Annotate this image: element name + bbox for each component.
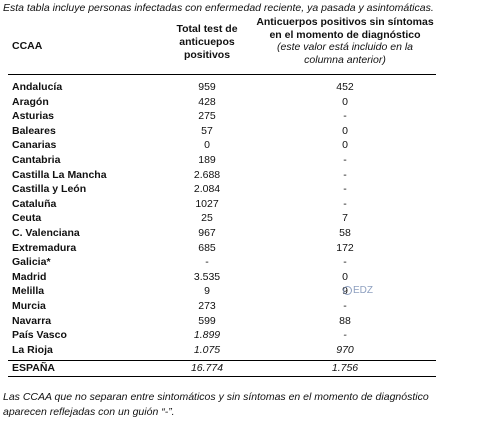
table-row: Baleares 57 0 [8,125,436,140]
table-row: Madrid 3.535 0 [8,271,436,286]
table-row: Navarra 599 88 [8,315,436,330]
cell-ccaa: Baleares [12,124,56,137]
total-ccaa: ESPAÑA [12,362,55,375]
cell-ccaa: País Vasco [12,329,67,342]
table-row: Castilla La Mancha 2.688 - [8,169,436,184]
table-caption: Esta tabla incluye personas infectadas c… [3,2,434,14]
cell-ccaa: Melilla [12,285,45,298]
table-row: Cataluña 1027 - [8,198,436,213]
table-row: Asturias 275 - [8,110,436,125]
table-row: Murcia 273 - [8,300,436,315]
cell-anti: - [343,168,347,181]
cell-test: 2.688 [193,168,221,181]
table-row: Castilla y León 2.084 - [8,183,436,198]
cell-anti: 452 [336,81,354,93]
cell-test: 25 [201,212,213,225]
header-anti-line4: columna anterior) [304,53,386,66]
table-row: País Vasco 1.899 - [8,329,436,344]
cell-test: 57 [201,124,213,137]
cell-anti: 0 [342,95,348,108]
cell-ccaa: La Rioja [12,343,53,356]
total-anti: 1.756 [331,362,359,375]
cell-test: 1.899 [193,329,221,342]
cell-anti: - [343,197,347,210]
header-total-test: Total test de anticuepos positivos [158,23,256,62]
cell-test: 967 [198,226,216,239]
table-row: Extremadura 685 172 [8,242,436,257]
cell-ccaa: Ceuta [12,212,42,225]
watermark-logo: EDZ [343,283,379,297]
table-row: Canarias 0 0 [8,139,436,154]
cell-anti: 0 [342,270,348,283]
cell-ccaa: Navarra [12,314,52,327]
watermark-text: EDZ [353,284,373,296]
cell-anti: - [343,256,347,269]
cell-test: 273 [198,299,216,312]
cell-test: 0 [204,139,210,152]
cell-test: 959 [198,81,216,93]
table-footnote: Las CCAA que no separan entre sintomátic… [3,391,429,418]
cell-ccaa: Aragón [12,95,49,108]
cell-anti: 172 [336,241,354,254]
table-row: La Rioja 1.075 970 [8,344,436,359]
cell-anti: 970 [336,343,354,356]
cell-ccaa: Cataluña [12,197,57,210]
cell-ccaa: Asturias [12,110,55,123]
cell-test: - [205,256,209,269]
cell-anti: - [343,110,347,123]
header-anti-line1: Anticuerpos positivos sin síntomas [256,16,434,28]
cell-anti: - [343,329,347,342]
cell-test: 599 [198,314,216,327]
cell-test: 3.535 [193,270,221,283]
cell-ccaa: C. Valenciana [12,226,80,239]
cell-ccaa: Castilla La Mancha [12,168,107,181]
cell-anti: 0 [342,139,348,152]
cell-anti: 88 [339,314,351,327]
cell-test: 428 [198,95,216,108]
table-row: Cantabria 189 - [8,154,436,169]
cell-anti: - [343,183,347,196]
header-anticuerpos: Anticuerpos positivos sin síntomas en el… [254,16,436,66]
cell-anti: 58 [339,226,351,239]
table-row: Galicia* - - [8,256,436,271]
cell-test: 1027 [195,197,219,210]
header-test-line3: positivos [183,49,231,61]
cell-anti: 7 [342,212,348,225]
cell-anti: - [343,153,347,166]
table-row: Aragón 428 0 [8,96,436,111]
table-row: Andalucía 959 452 [8,81,436,96]
total-test: 16.774 [190,362,224,375]
cell-ccaa: Andalucía [12,81,63,93]
cell-ccaa: Madrid [12,270,47,283]
header-ccaa: CCAA [12,40,43,52]
table-body: Andalucía 959 452 Aragón 428 0 Asturias 275 - Bal… [8,75,436,358]
header-test-line1: Total test de [176,23,238,35]
cell-test: 275 [198,110,216,123]
cell-test: 1.075 [193,343,221,356]
watermark-icon [343,285,352,295]
header-anti-line3: (este valor está incluido en la [277,41,413,53]
cell-ccaa: Canarias [12,139,57,152]
cell-test: 2.084 [193,183,221,196]
data-table: CCAA Total test de anticuepos positivos … [8,16,436,378]
cell-test: 189 [198,153,216,166]
cell-anti: 0 [342,124,348,137]
cell-test: 9 [204,285,210,298]
header-anti-line2: en el momento de diagnóstico [269,28,421,41]
table-total-row: ESPAÑA 16.774 1.756 [8,360,436,378]
cell-ccaa: Cantabria [12,153,61,166]
cell-test: 685 [198,241,216,254]
table-row: C. Valenciana 967 58 [8,227,436,242]
table-row: Ceuta 25 7 [8,212,436,227]
header-test-line2: anticuepos [179,36,235,48]
cell-ccaa: Castilla y León [12,183,87,196]
cell-ccaa: Extremadura [12,241,77,254]
cell-anti: - [343,299,347,312]
table-header: CCAA Total test de anticuepos positivos … [8,16,436,75]
cell-ccaa: Murcia [12,299,46,312]
cell-ccaa: Galicia* [12,256,51,269]
